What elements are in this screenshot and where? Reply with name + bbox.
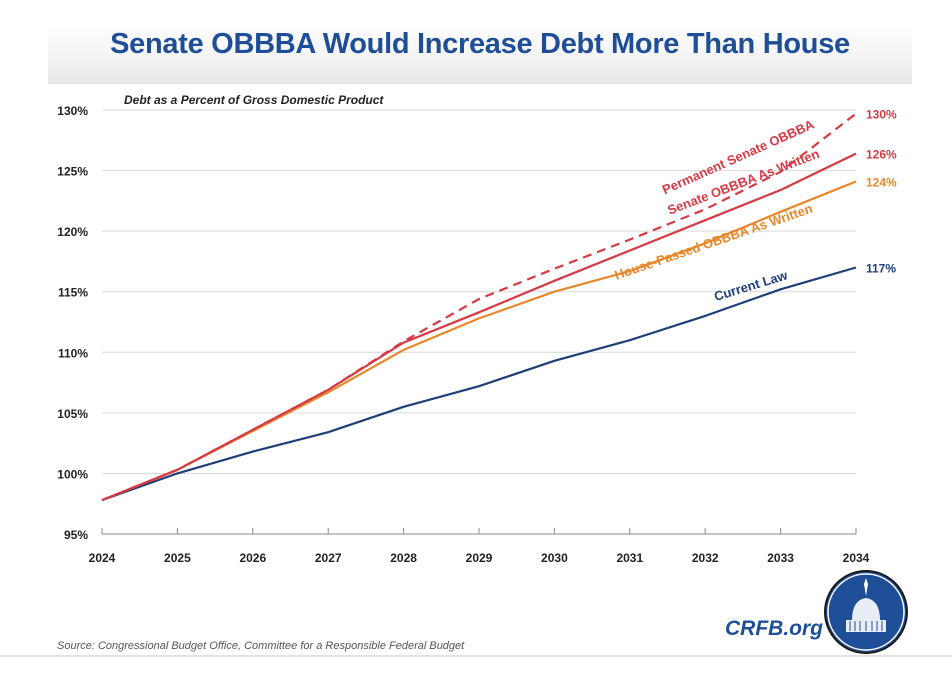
divider bbox=[0, 655, 952, 657]
y-tick-label: 105% bbox=[57, 407, 88, 421]
end-label: 117% bbox=[866, 261, 896, 275]
y-tick-label: 95% bbox=[64, 528, 88, 542]
x-tick-label: 2026 bbox=[239, 551, 266, 565]
x-tick-label: 2033 bbox=[767, 551, 794, 565]
series-line-permanent-senate-obbba bbox=[101, 112, 857, 502]
y-tick-label: 110% bbox=[58, 346, 88, 360]
x-tick-label: 2028 bbox=[390, 551, 417, 565]
source-note: Source: Congressional Budget Office, Com… bbox=[57, 640, 465, 652]
end-label: 130% bbox=[866, 108, 897, 122]
series-line-senate-obbba-as-written bbox=[101, 152, 857, 502]
y-tick-label: 125% bbox=[57, 165, 88, 179]
chart-subtitle: Debt as a Percent of Gross Domestic Prod… bbox=[124, 93, 384, 107]
end-label: 124% bbox=[866, 175, 897, 189]
x-tick-label: 2032 bbox=[692, 551, 719, 565]
end-label: 126% bbox=[866, 148, 897, 162]
x-tick-label: 2031 bbox=[616, 551, 643, 565]
y-tick-label: 130% bbox=[57, 104, 88, 118]
x-tick-label: 2024 bbox=[89, 551, 116, 565]
x-tick-label: 2030 bbox=[541, 551, 568, 565]
y-tick-label: 100% bbox=[57, 467, 88, 481]
title-bar: Senate OBBBA Would Increase Debt More Th… bbox=[48, 22, 912, 84]
series-line-current-law bbox=[101, 266, 857, 502]
crfb-link[interactable]: CRFB.org bbox=[725, 617, 823, 640]
series-label: Current Law bbox=[712, 267, 790, 304]
chart-title: Senate OBBBA Would Increase Debt More Th… bbox=[110, 28, 850, 60]
x-tick-label: 2027 bbox=[315, 551, 342, 565]
x-tick-label: 2025 bbox=[164, 551, 191, 565]
x-tick-label: 2029 bbox=[466, 551, 493, 565]
y-tick-label: 115% bbox=[58, 286, 88, 300]
y-tick-label: 120% bbox=[57, 225, 88, 239]
x-tick-label: 2034 bbox=[843, 551, 870, 565]
